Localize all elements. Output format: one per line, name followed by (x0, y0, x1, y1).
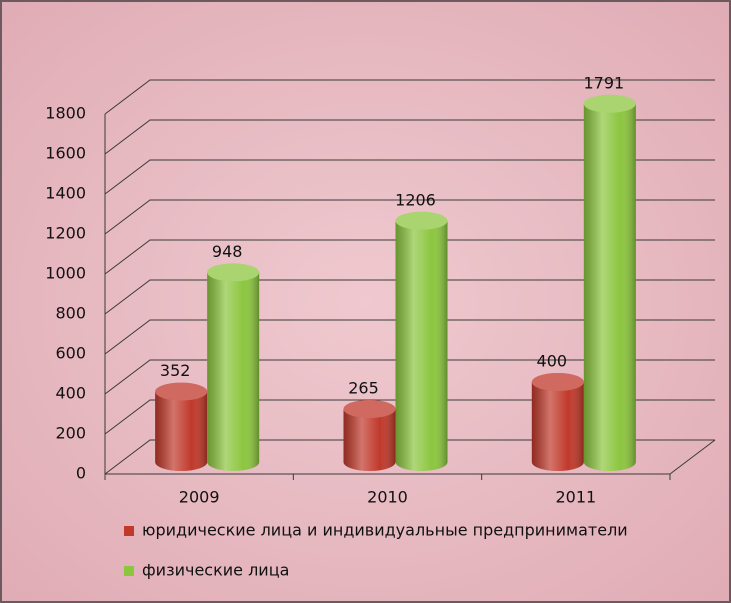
y-tick-label: 1600 (45, 144, 86, 163)
grid-line (104, 199, 715, 235)
bar-top-highlight (207, 263, 260, 282)
bar-top-highlight (155, 382, 208, 401)
y-tick-label: 800 (55, 304, 86, 323)
data-label: 265 (348, 379, 379, 398)
grid-line (104, 359, 715, 395)
grid-line (104, 399, 715, 435)
x-tick-label: 2011 (555, 488, 596, 507)
y-tick-label: 0 (76, 464, 86, 483)
bar-shading (583, 103, 636, 472)
bar-top-highlight (343, 400, 396, 418)
bar-shading (531, 382, 584, 471)
data-label: 352 (160, 361, 191, 380)
x-tick-label: 2009 (179, 488, 220, 507)
grid-line (104, 319, 715, 355)
grid-line (104, 119, 715, 155)
data-label: 1791 (583, 73, 624, 92)
grid-line (104, 439, 715, 475)
x-tick-label: 2010 (367, 488, 408, 507)
bar-top-highlight (583, 94, 636, 113)
y-tick-label: 400 (55, 384, 86, 403)
grid-line (104, 279, 715, 315)
bar-top (395, 211, 448, 230)
legend-label: юридические лица и индивидуальные предпр… (142, 521, 628, 540)
bar-shading (207, 272, 260, 471)
y-tick-label: 1400 (45, 184, 86, 203)
bar-top (343, 400, 396, 418)
bar-top-highlight (531, 373, 584, 391)
y-tick-label: 200 (55, 424, 86, 443)
y-tick-label: 1000 (45, 264, 86, 283)
y-tick-label: 1800 (45, 104, 86, 123)
grid-line (104, 239, 715, 275)
bar-top-highlight (395, 211, 448, 230)
legend-label: физические лица (142, 561, 289, 580)
data-label: 948 (212, 242, 243, 261)
data-label: 1206 (395, 190, 436, 209)
bar-top (531, 373, 584, 391)
bar-top (155, 382, 208, 401)
bar-shading (395, 220, 448, 471)
bar-top (583, 94, 636, 113)
bar-shading (343, 409, 396, 471)
bar-top (207, 263, 260, 282)
grid-line (104, 159, 715, 195)
bar-shading (155, 391, 208, 471)
data-label: 400 (537, 352, 568, 371)
y-tick-label: 1200 (45, 224, 86, 243)
legend-swatch (124, 526, 134, 536)
grid-line (104, 79, 715, 115)
y-tick-label: 600 (55, 344, 86, 363)
legend-swatch (124, 566, 134, 576)
